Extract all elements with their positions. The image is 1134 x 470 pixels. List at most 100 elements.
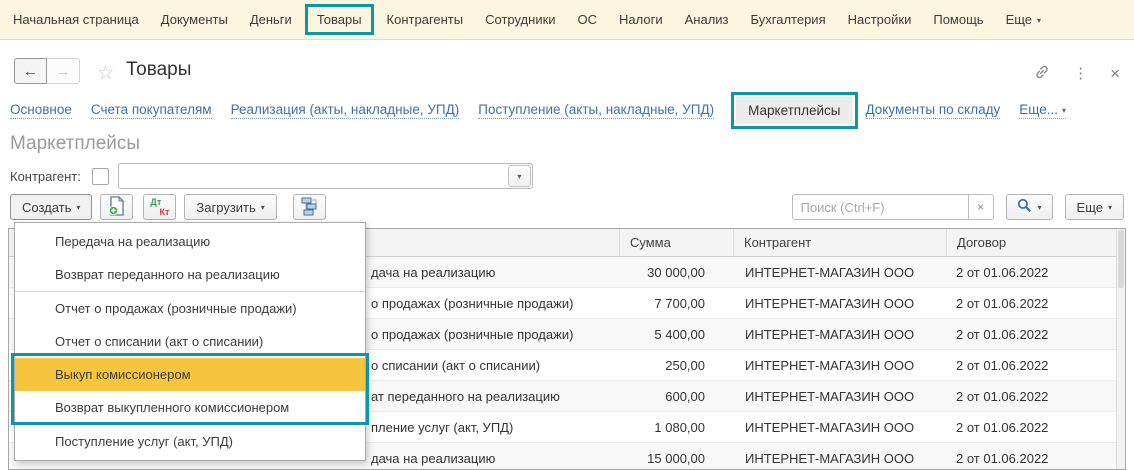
- tab-sales[interactable]: Реализация (акты, накладные, УПД): [230, 101, 460, 119]
- menu-option-transfer-for-sale[interactable]: Передача на реализацию: [55, 234, 211, 249]
- tab-more[interactable]: Еще... ▾: [1019, 102, 1066, 119]
- search-settings-button[interactable]: ▾: [1005, 194, 1053, 220]
- cell-contract[interactable]: 2 от 01.06.2022: [956, 419, 1049, 435]
- cell-document[interactable]: о продажах (розничные продажи): [371, 326, 574, 342]
- cell-document[interactable]: о продажах (розничные продажи): [371, 295, 574, 311]
- cell-document[interactable]: ат переданного на реализацию: [371, 388, 560, 404]
- cell-contract[interactable]: 2 от 01.06.2022: [956, 450, 1049, 466]
- search-clear-button[interactable]: ×: [967, 194, 994, 220]
- create-dropdown-menu: Передача на реализацию Возврат переданно…: [14, 222, 366, 461]
- menu-item-settings[interactable]: Настройки: [847, 12, 912, 27]
- section-tabs: Основное Счета покупателям Реализация (а…: [0, 91, 1134, 129]
- menu-option-services-receipt[interactable]: Поступление услуг (акт, УПД): [55, 434, 233, 449]
- debit-credit-button[interactable]: Дт Кт: [143, 194, 177, 220]
- more-button[interactable]: Еще ▾: [1064, 194, 1124, 220]
- cell-document[interactable]: дача на реализацию: [371, 264, 496, 280]
- menu-item-accounting[interactable]: Бухгалтерия: [750, 12, 826, 27]
- menu-item-fixed-assets[interactable]: ОС: [577, 12, 598, 27]
- load-button[interactable]: Загрузить ▾: [184, 194, 277, 220]
- menu-option-return-of-bought-out[interactable]: Возврат выкупленного комиссионером: [55, 400, 290, 415]
- menu-option-writeoff-report[interactable]: Отчет о списании (акт о списании): [55, 334, 264, 349]
- link-icon[interactable]: [1033, 63, 1051, 84]
- cell-amount[interactable]: 600,00: [665, 388, 705, 404]
- cell-document[interactable]: дача на реализацию: [371, 450, 496, 466]
- cell-counterparty[interactable]: ИНТЕРНЕТ-МАГАЗИН ООО: [745, 295, 915, 311]
- forward-button[interactable]: →: [47, 58, 80, 84]
- menu-item-goods[interactable]: Товары: [304, 4, 374, 35]
- chevron-down-icon: ▾: [1061, 105, 1066, 115]
- tab-warehouse-docs[interactable]: Документы по складу: [865, 101, 1001, 119]
- vertical-scrollbar[interactable]: [1116, 229, 1125, 469]
- chevron-down-icon: ▾: [1107, 202, 1112, 212]
- cell-amount[interactable]: 1 080,00: [654, 419, 705, 435]
- cell-document[interactable]: пление услуг (акт, УПД): [371, 419, 514, 435]
- menu-item-taxes[interactable]: Налоги: [619, 12, 663, 27]
- cell-amount[interactable]: 7 700,00: [654, 295, 705, 311]
- menu-option-buyout-by-commissioner[interactable]: Выкуп комиссионером: [15, 358, 365, 391]
- menu-item-counterparties[interactable]: Контрагенты: [386, 12, 464, 27]
- load-label: Загрузить: [196, 199, 256, 215]
- chevron-down-icon: ▾: [1037, 202, 1042, 212]
- more-vertical-icon[interactable]: ⋮: [1073, 65, 1089, 82]
- debit-label: Дт: [150, 197, 162, 207]
- toolbar-left: Создать ▾ Дт Кт Загрузить ▾: [10, 194, 326, 220]
- cell-amount[interactable]: 5 400,00: [654, 326, 705, 342]
- list-toolbar: Создать ▾ Дт Кт Загрузить ▾: [10, 194, 1124, 222]
- column-header-amount[interactable]: Сумма: [619, 229, 733, 256]
- page-title: Товары: [126, 59, 192, 80]
- table-row[interactable]: пление услуг (акт, УПД) 1 080,00 ИНТЕРНЕ…: [9, 412, 1116, 443]
- menu-item-more[interactable]: Еще ▾: [995, 7, 1052, 32]
- search-input[interactable]: [791, 194, 968, 220]
- tab-marketplaces[interactable]: Маркетплейсы: [736, 96, 853, 124]
- menu-option-return-of-transferred[interactable]: Возврат переданного на реализацию: [55, 267, 280, 282]
- cell-counterparty[interactable]: ИНТЕРНЕТ-МАГАЗИН ООО: [745, 388, 915, 404]
- search-icon: [1017, 198, 1032, 216]
- table-header: Сумма Контрагент Договор: [9, 229, 1116, 257]
- menu-item-employees[interactable]: Сотрудники: [485, 12, 556, 27]
- cell-contract[interactable]: 2 от 01.06.2022: [956, 295, 1049, 311]
- close-icon[interactable]: ×: [1110, 64, 1120, 83]
- cell-contract[interactable]: 2 от 01.06.2022: [956, 326, 1049, 342]
- cell-amount[interactable]: 250,00: [665, 357, 705, 373]
- combo-dropdown-button[interactable]: ▾: [507, 165, 531, 187]
- menu-item-help[interactable]: Помощь: [933, 12, 984, 27]
- favorite-star-icon[interactable]: ☆: [97, 63, 115, 84]
- cell-counterparty[interactable]: ИНТЕРНЕТ-МАГАЗИН ООО: [745, 357, 915, 373]
- cell-amount[interactable]: 15 000,00: [647, 450, 705, 466]
- create-button[interactable]: Создать ▾: [10, 194, 93, 220]
- cell-document[interactable]: о списании (акт о списании): [371, 357, 541, 373]
- menu-item-analysis[interactable]: Анализ: [684, 12, 729, 27]
- cell-contract[interactable]: 2 от 01.06.2022: [956, 388, 1049, 404]
- more-label: Еще: [1076, 199, 1103, 215]
- menu-item-documents[interactable]: Документы: [160, 12, 228, 27]
- column-header-counterparty[interactable]: Контрагент: [733, 229, 946, 256]
- tab-invoices[interactable]: Счета покупателям: [90, 101, 212, 119]
- cell-contract[interactable]: 2 от 01.06.2022: [956, 264, 1049, 280]
- chevron-down-icon: ▾: [76, 202, 81, 212]
- cell-counterparty[interactable]: ИНТЕРНЕТ-МАГАЗИН ООО: [745, 264, 915, 280]
- annotation-box-marketplaces: Маркетплейсы: [731, 91, 858, 129]
- tab-receipts[interactable]: Поступление (акты, накладные, УПД): [478, 101, 715, 119]
- cell-counterparty[interactable]: ИНТЕРНЕТ-МАГАЗИН ООО: [745, 450, 915, 466]
- cell-counterparty[interactable]: ИНТЕРНЕТ-МАГАЗИН ООО: [745, 326, 915, 342]
- list-structure-button[interactable]: [292, 194, 326, 220]
- cell-counterparty[interactable]: ИНТЕРНЕТ-МАГАЗИН ООО: [745, 419, 915, 435]
- tab-main[interactable]: Основное: [10, 101, 72, 119]
- scrollbar-thumb[interactable]: [1118, 230, 1124, 288]
- menu-item-money[interactable]: Деньги: [249, 12, 292, 27]
- table-row[interactable]: о списании (акт о списании) 250,00 ИНТЕР…: [9, 350, 1116, 381]
- credit-label: Кт: [159, 207, 170, 217]
- create-copy-button[interactable]: [100, 194, 134, 220]
- back-button[interactable]: ←: [14, 58, 47, 84]
- cell-amount[interactable]: 30 000,00: [647, 264, 705, 280]
- main-menu-bar: Начальная страница Документы Деньги Това…: [0, 0, 1134, 40]
- counterparty-input[interactable]: [119, 165, 506, 187]
- menu-option-sales-report[interactable]: Отчет о продажах (розничные продажи): [55, 301, 297, 316]
- menu-item-home[interactable]: Начальная страница: [13, 12, 139, 27]
- counterparty-combo[interactable]: ▾: [117, 163, 533, 189]
- column-header-contract[interactable]: Договор: [946, 229, 1116, 256]
- table-row[interactable]: о продажах (розничные продажи) 7 700,00 …: [9, 288, 1116, 319]
- cell-contract[interactable]: 2 от 01.06.2022: [956, 357, 1049, 373]
- counterparty-checkbox[interactable]: [91, 167, 109, 185]
